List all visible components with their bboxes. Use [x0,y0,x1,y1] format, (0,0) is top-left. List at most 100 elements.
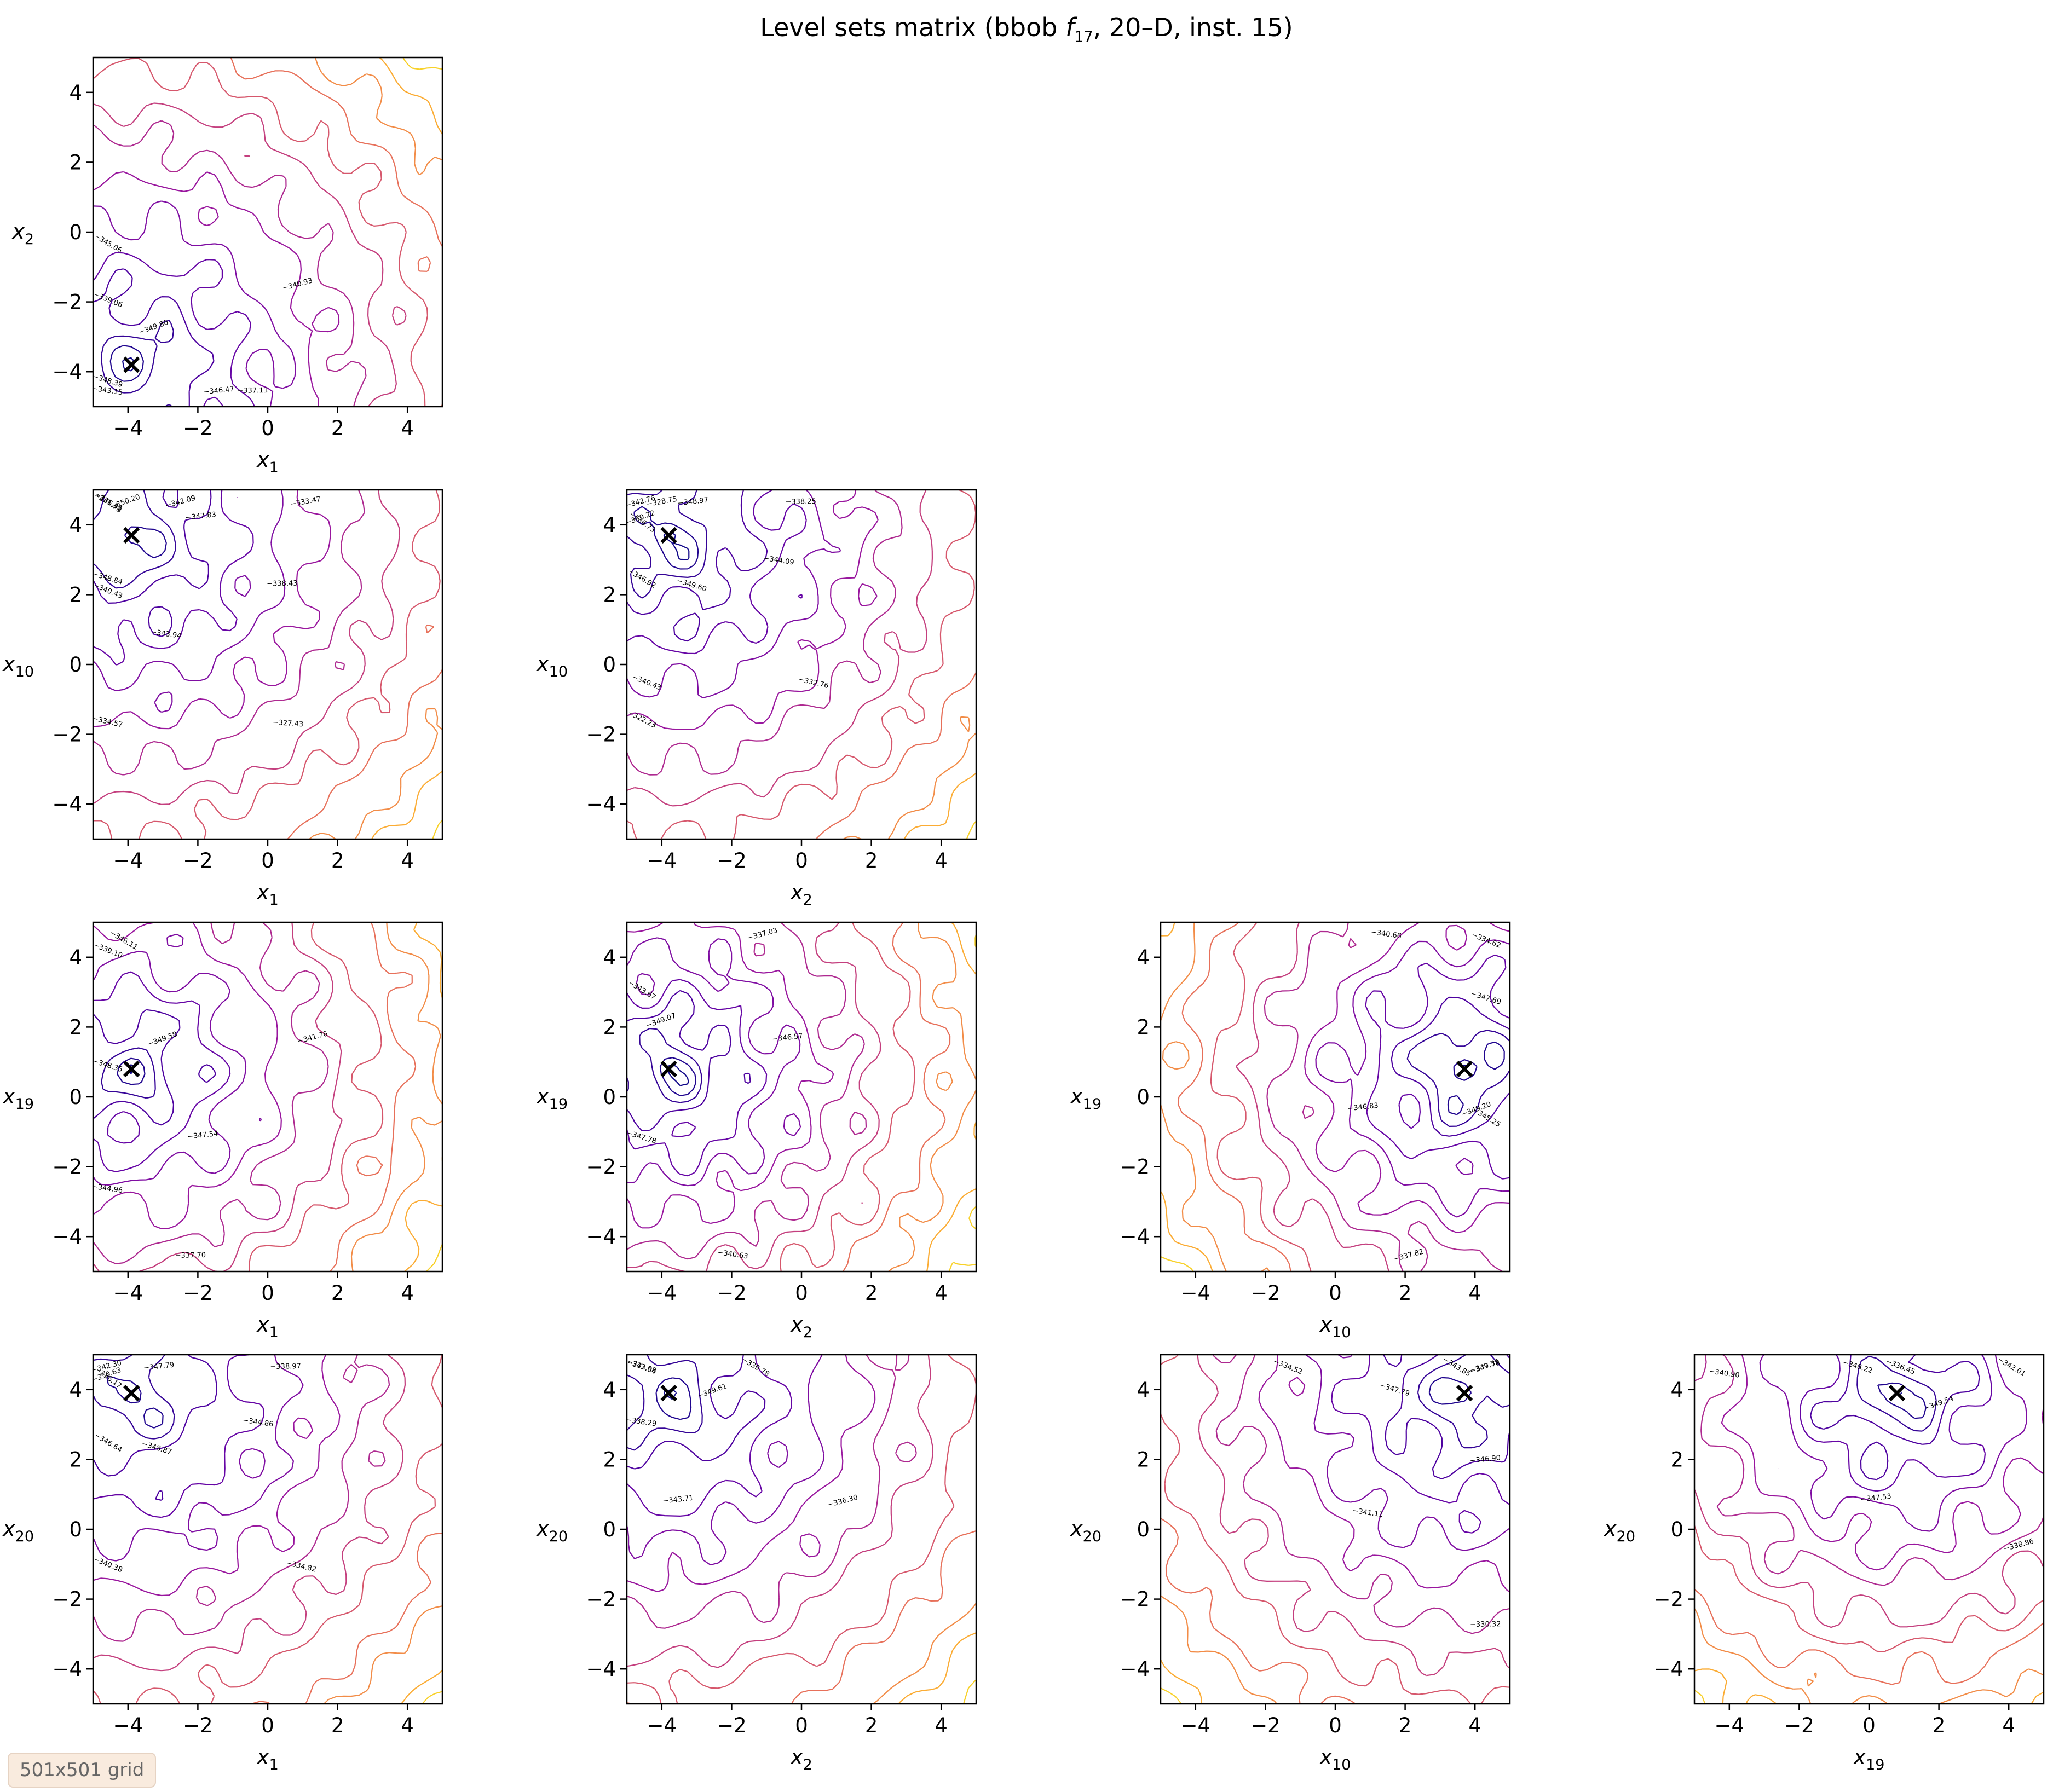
contour-line [627,1355,876,1592]
contour-line [1305,1355,1510,1551]
y-axis-label: x2 [11,219,34,248]
contour-label: −347.53 [1860,1493,1892,1504]
y-tick-label: −2 [586,1155,616,1179]
contour-line [963,1679,976,1704]
contour-line [1161,922,1270,1271]
x-axis-label: x2 [790,1313,812,1341]
contour-line [402,57,442,70]
x-tick-label: 0 [261,1714,274,1737]
contour-line [1210,922,1312,1271]
y-axis-label: x10 [536,652,568,680]
contour-line [926,922,976,1271]
y-axis-label: x10 [2,652,34,680]
x-tick-label: 2 [331,1281,344,1305]
x-tick-label: −2 [183,417,213,440]
x-tick-label: 4 [935,1714,948,1737]
y-tick-label: −2 [1120,1155,1150,1179]
x-tick-label: −4 [113,1714,143,1737]
contour-line [627,490,903,776]
contour-line [249,922,384,1271]
y-tick-label: 2 [69,1015,82,1039]
contour-line [633,506,699,570]
contour-line [1800,1355,1992,1492]
y-axis-label: x20 [1604,1517,1635,1545]
y-tick-label: −2 [52,723,82,747]
y-axis-label: x20 [536,1517,568,1545]
contour-label: −338.25 [785,498,816,506]
contour-line [627,1530,976,1704]
x-axis-label: x1 [256,1745,279,1773]
contour-label: −346.90 [1469,1454,1501,1465]
y-tick-label: 4 [603,1378,616,1402]
y-tick-label: 0 [69,653,82,677]
contour-line [93,200,296,407]
contour-line [230,57,442,407]
panel-x2-x19: −349.07−347.78−346.57−343.67−340.63−337.… [536,921,977,1341]
contour-line [1391,996,1510,1137]
y-tick-label: −2 [586,723,616,747]
contour-label: −346.47 [203,385,235,397]
contour-line [627,979,768,1177]
plot-area [93,57,442,407]
x-tick-label: −4 [113,1281,143,1305]
panel-x2-x20: −349.61−347.98−343.71−339.78−338.29−336.… [536,1354,977,1773]
y-tick-label: 2 [69,583,82,606]
y-tick-label: −2 [52,291,82,314]
x-tick-label: 4 [1468,1281,1481,1305]
contour-line [627,490,768,642]
contour-line [93,490,254,666]
contour-lines [93,57,442,407]
y-tick-label: −2 [1120,1588,1150,1611]
x-axis-label: x10 [1319,1313,1351,1341]
y-axis-label: x20 [2,1517,34,1545]
panel-x1-x20: −350.63−348.87−347.79−346.64−344.86−342.… [2,1354,443,1773]
y-tick-label: 0 [69,1518,82,1541]
contour-line [627,490,707,599]
contour-label: −337.70 [175,1251,206,1260]
y-tick-label: 0 [603,1085,616,1109]
contour-line [627,922,867,1260]
y-tick-label: −4 [52,793,82,816]
contour-lines [627,922,976,1271]
contour-line [330,922,417,1271]
y-tick-label: 4 [1137,1378,1150,1402]
x-tick-label: −2 [1784,1714,1814,1737]
plot-area [1161,1355,1510,1704]
x-tick-label: −4 [1715,1714,1745,1737]
y-tick-label: 2 [603,1015,616,1039]
contour-line [432,820,442,839]
contour-label: −346.57 [772,1032,804,1044]
x-tick-label: 4 [1468,1714,1481,1737]
contour-line [93,490,400,805]
contour-label: −347.83 [185,511,217,522]
contour-label: −346.83 [1347,1102,1379,1113]
contour-line [93,252,255,407]
optimum-marker [1456,1385,1473,1402]
contour-label: −348.97 [677,496,709,508]
contour-lines [1694,1355,2044,1704]
contour-line [93,1009,216,1126]
contour-line [323,1605,442,1704]
contour-line [627,922,881,1271]
optimum-marker [123,1385,140,1402]
contour-line [426,1244,442,1271]
contour-line [627,1355,703,1451]
contour-line [1810,1355,1980,1481]
contour-line [93,490,176,589]
contour-line [627,490,841,698]
contour-lines [93,1355,442,1704]
contour-line [1694,1355,2044,1586]
grid-size-badge: 501x501 grid [8,1753,157,1788]
contour-line [1406,1030,1510,1127]
contour-line [655,1377,692,1420]
contour-line [1856,1355,1937,1432]
contour-line [93,490,331,730]
x-tick-label: 2 [865,1281,878,1305]
x-tick-label: 0 [261,849,274,872]
contour-line [1331,1355,1510,1534]
y-tick-label: −4 [52,360,82,384]
contour-line [93,490,212,637]
contour-line [627,1355,824,1566]
contour-line [898,1632,976,1704]
contour-line [627,1355,933,1668]
